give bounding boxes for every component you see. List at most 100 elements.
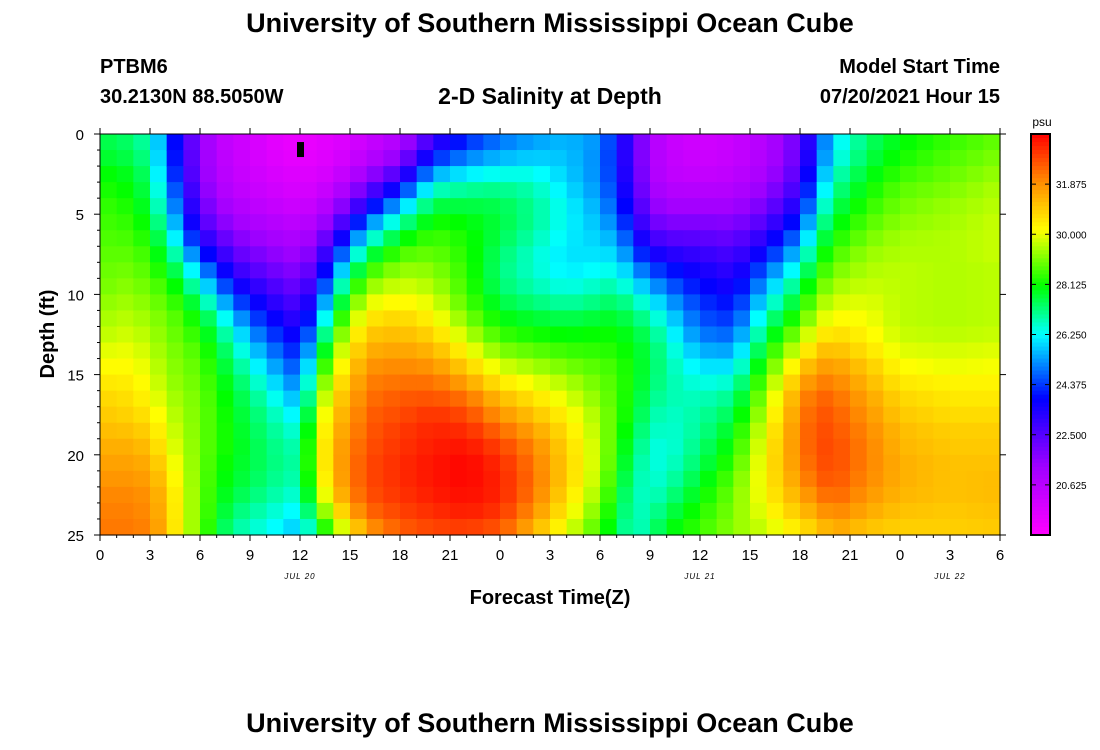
heatmap-cell bbox=[300, 374, 318, 392]
heatmap-cell bbox=[600, 310, 618, 328]
heatmap-cell bbox=[883, 214, 901, 231]
heatmap-cell bbox=[216, 134, 234, 151]
heatmap-cell bbox=[466, 406, 484, 424]
heatmap-cell bbox=[316, 246, 334, 263]
heatmap-cell bbox=[633, 262, 651, 279]
heatmap-cell bbox=[316, 374, 334, 392]
heatmap-cell bbox=[550, 518, 568, 536]
heatmap-cell bbox=[266, 422, 284, 440]
heatmap-cell bbox=[383, 262, 401, 279]
heatmap-cell bbox=[133, 358, 151, 376]
colorbar-segment bbox=[1031, 262, 1050, 267]
heatmap-cell bbox=[250, 134, 268, 151]
heatmap-cell bbox=[716, 390, 734, 408]
heatmap-cell bbox=[416, 422, 434, 440]
heatmap-cell bbox=[600, 214, 618, 231]
heatmap-cell bbox=[216, 166, 234, 183]
colorbar-tick-label: 26.250 bbox=[1056, 331, 1087, 342]
heatmap-cell bbox=[316, 278, 334, 295]
heatmap-cell bbox=[833, 230, 851, 247]
heatmap-cell bbox=[700, 470, 718, 488]
heatmap-cell bbox=[250, 166, 268, 183]
colorbar-segment bbox=[1031, 206, 1050, 211]
heatmap-cell bbox=[750, 150, 768, 167]
heatmap-cell bbox=[766, 438, 784, 456]
heatmap-cell bbox=[900, 406, 918, 424]
heatmap-cell bbox=[500, 358, 518, 376]
heatmap-cell bbox=[950, 406, 968, 424]
heatmap-cell bbox=[133, 406, 151, 424]
colorbar-segment bbox=[1031, 486, 1050, 492]
heatmap-cell bbox=[850, 390, 868, 408]
heatmap-cell bbox=[833, 438, 851, 456]
heatmap-cell bbox=[650, 134, 668, 151]
heatmap-cell bbox=[733, 502, 751, 520]
heatmap-cell bbox=[800, 486, 818, 504]
colorbar-segment bbox=[1031, 266, 1050, 271]
heatmap-cell bbox=[916, 294, 934, 312]
heatmap-cell bbox=[600, 422, 618, 440]
heatmap-cell bbox=[400, 150, 418, 167]
heatmap-cell bbox=[150, 486, 168, 504]
heatmap-cell bbox=[383, 198, 401, 215]
heatmap-cell bbox=[533, 214, 551, 231]
heatmap-cell bbox=[550, 326, 568, 344]
heatmap-cells bbox=[100, 134, 1001, 536]
heatmap-cell bbox=[583, 422, 601, 440]
heatmap-cell bbox=[400, 470, 418, 488]
heatmap-cell bbox=[983, 198, 1001, 215]
x-tick-label: 0 bbox=[896, 547, 904, 564]
heatmap-cell bbox=[883, 166, 901, 183]
heatmap-cell bbox=[383, 278, 401, 295]
heatmap-cell bbox=[816, 262, 834, 279]
heatmap-cell bbox=[150, 438, 168, 456]
heatmap-cell bbox=[650, 294, 668, 312]
x-tick-label: 6 bbox=[596, 547, 604, 564]
x-tick-label: 12 bbox=[292, 547, 309, 564]
heatmap-cell bbox=[666, 214, 684, 231]
heatmap-cell bbox=[316, 134, 334, 151]
heatmap-cell bbox=[733, 134, 751, 151]
heatmap-cell bbox=[183, 182, 201, 199]
heatmap-cell bbox=[316, 150, 334, 167]
heatmap-cell bbox=[450, 470, 468, 488]
heatmap-cell bbox=[983, 310, 1001, 328]
heatmap-cell bbox=[116, 486, 134, 504]
heatmap-cell bbox=[616, 166, 634, 183]
colorbar-segment bbox=[1031, 282, 1050, 287]
heatmap-cell bbox=[866, 262, 884, 279]
colorbar-segment bbox=[1031, 270, 1050, 275]
heatmap-cell bbox=[700, 262, 718, 279]
heatmap-cell bbox=[166, 470, 184, 488]
colorbar-segment bbox=[1031, 242, 1050, 247]
heatmap-cell bbox=[566, 454, 584, 472]
heatmap-cell bbox=[416, 374, 434, 392]
heatmap-cell bbox=[933, 358, 951, 376]
heatmap-cell bbox=[333, 502, 351, 520]
colorbar-segment bbox=[1031, 438, 1050, 444]
heatmap-cell bbox=[800, 390, 818, 408]
heatmap-cell bbox=[183, 518, 201, 536]
heatmap-cell bbox=[450, 422, 468, 440]
heatmap-cell bbox=[616, 486, 634, 504]
heatmap-cell bbox=[433, 134, 451, 151]
heatmap-cell bbox=[133, 454, 151, 472]
heatmap-cell bbox=[750, 310, 768, 328]
heatmap-cell bbox=[100, 358, 118, 376]
heatmap-cell bbox=[650, 150, 668, 167]
heatmap-cell bbox=[816, 166, 834, 183]
heatmap-cell bbox=[816, 230, 834, 247]
heatmap-cell bbox=[183, 198, 201, 215]
heatmap-cell bbox=[666, 518, 684, 536]
colorbar-segment bbox=[1031, 314, 1050, 320]
heatmap-cell bbox=[166, 486, 184, 504]
heatmap-cell bbox=[300, 214, 318, 231]
heatmap-cell bbox=[533, 294, 551, 312]
heatmap-cell bbox=[633, 390, 651, 408]
heatmap-cell bbox=[500, 182, 518, 199]
heatmap-cell bbox=[400, 262, 418, 279]
heatmap-cell bbox=[500, 486, 518, 504]
heatmap-cell bbox=[483, 342, 501, 360]
heatmap-cell bbox=[333, 374, 351, 392]
